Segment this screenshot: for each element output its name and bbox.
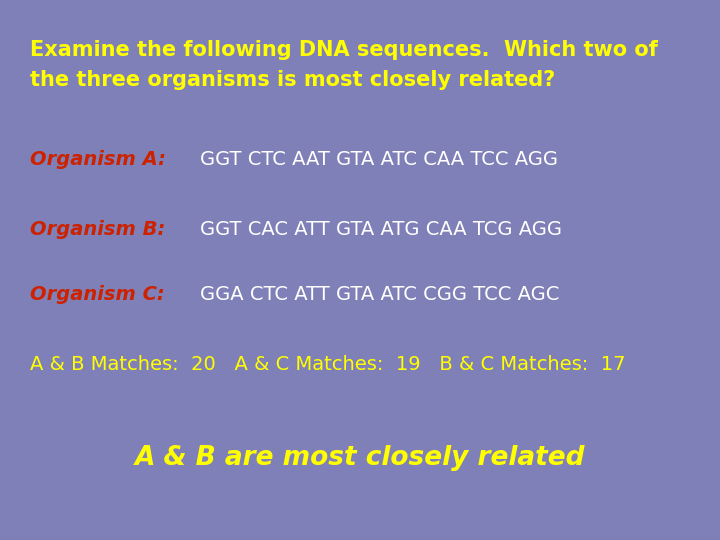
Text: Examine the following DNA sequences.  Which two of: Examine the following DNA sequences. Whi… [30,40,658,60]
Text: Organism A:: Organism A: [30,150,166,169]
Text: Organism B:: Organism B: [30,220,166,239]
Text: GGT CTC AAT GTA ATC CAA TCC AGG: GGT CTC AAT GTA ATC CAA TCC AGG [200,150,558,169]
Text: GGA CTC ATT GTA ATC CGG TCC AGC: GGA CTC ATT GTA ATC CGG TCC AGC [200,285,559,304]
Text: the three organisms is most closely related?: the three organisms is most closely rela… [30,70,555,90]
Text: GGT CAC ATT GTA ATG CAA TCG AGG: GGT CAC ATT GTA ATG CAA TCG AGG [200,220,562,239]
Text: A & B Matches:  20   A & C Matches:  19   B & C Matches:  17: A & B Matches: 20 A & C Matches: 19 B & … [30,355,626,374]
Text: Organism C:: Organism C: [30,285,165,304]
Text: A & B are most closely related: A & B are most closely related [135,445,585,471]
